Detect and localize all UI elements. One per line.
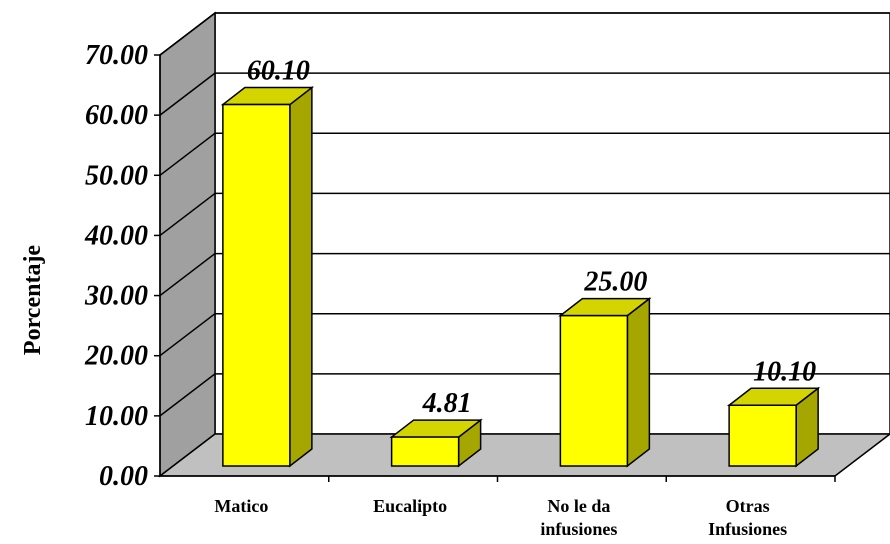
bar-front <box>728 404 797 467</box>
bar <box>726 386 821 468</box>
x-tick-label-line: infusiones <box>540 519 617 539</box>
bar-front <box>390 436 460 467</box>
chart-walls <box>157 11 890 478</box>
back-wall <box>214 12 890 435</box>
y-axis-ticks: 0.00 10.00 20.00 30.00 40.00 50.00 60.00 70.00 <box>84 40 836 492</box>
x-tick-label-line: Infusiones <box>708 519 787 539</box>
y-axis-title: Porcentaje <box>20 245 46 356</box>
data-labels: 60.10 4.81 25.00 10.10 <box>247 56 816 420</box>
data-label: 10.10 <box>753 356 816 387</box>
y-tick-label: 40.00 <box>84 220 148 251</box>
data-label: 25.00 <box>583 267 647 298</box>
bar-front <box>222 103 291 467</box>
y-tick-label: 70.00 <box>85 40 148 71</box>
gridlines <box>159 12 890 417</box>
bars <box>220 86 821 468</box>
y-tick-label: 50.00 <box>85 160 148 191</box>
data-label: 4.81 <box>422 388 472 419</box>
x-tick-label: Otras Infusiones <box>708 496 787 539</box>
gridline-side <box>159 373 216 417</box>
bar-side <box>289 86 313 468</box>
y-tick-label: 20.00 <box>84 341 148 372</box>
x-tick-label: No le da infusiones <box>540 496 617 539</box>
gridline-side <box>159 252 216 297</box>
gridline-side <box>159 192 216 237</box>
x-tick-label-line: Otras <box>726 496 770 516</box>
gridline-side <box>159 132 216 176</box>
gridline-side <box>159 313 216 357</box>
y-tick-label: 30.00 <box>84 281 148 312</box>
x-tick-label-line: Matico <box>214 496 268 516</box>
y-tick-label: 10.00 <box>85 401 148 432</box>
x-tick-label: Eucalipto <box>373 496 447 516</box>
bar <box>220 86 315 468</box>
x-tick-label-line: Eucalipto <box>373 496 447 516</box>
y-tick-label: 60.00 <box>85 100 148 131</box>
bar <box>558 297 652 468</box>
x-tick-label: Matico <box>214 496 268 516</box>
bar <box>389 418 483 468</box>
bar-front <box>559 314 629 467</box>
gridline-side <box>159 72 216 116</box>
bar-side <box>626 297 651 468</box>
gridline-side <box>159 12 216 56</box>
x-tick-label-line: No le da <box>547 496 610 516</box>
y-tick-label: 0.00 <box>99 461 148 492</box>
x-axis-labels: Matico Eucalipto No le da infusiones Otras In… <box>214 496 787 539</box>
data-label: 60.10 <box>247 56 310 87</box>
side-wall <box>159 11 216 478</box>
